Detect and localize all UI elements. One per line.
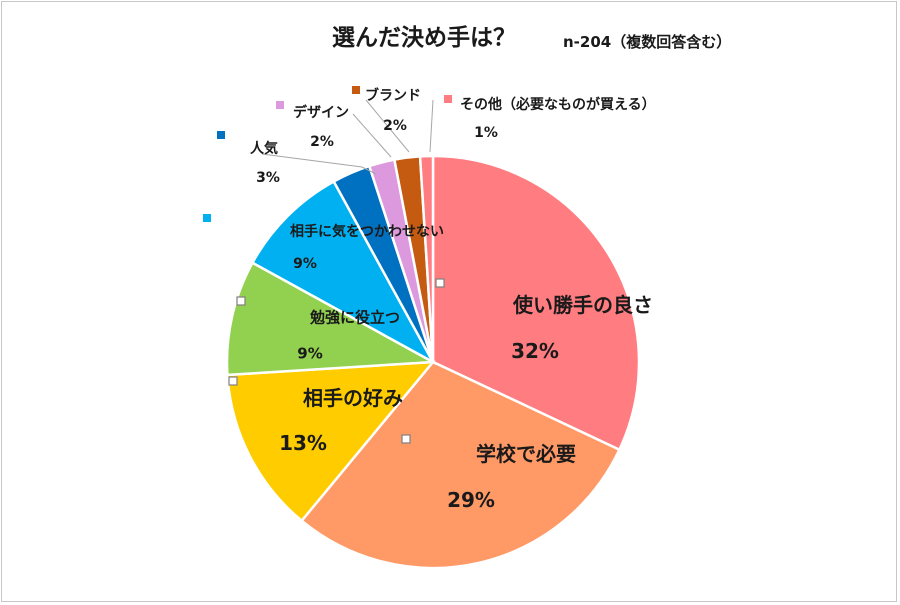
- leader-line-design: [352, 113, 392, 158]
- leader-line-brand: [365, 99, 410, 153]
- slice-percent-study: 9%: [297, 344, 322, 362]
- slice-percent-brand: 2%: [383, 118, 407, 134]
- pie-slice-not-burdening: [250, 179, 437, 366]
- slice-percent-other: 1%: [474, 125, 498, 141]
- slice-percent-usability: 32%: [511, 339, 559, 363]
- slice-label-other: その他（必要なものが買える）: [460, 96, 656, 113]
- slice-label-popular: 人気: [250, 140, 278, 157]
- legend-key-partner-taste: [228, 376, 238, 386]
- slice-labels: 使い勝手の良さ 32% 学校で必要 29% 相手の好み 13% 勉強に役立つ 9% 相手に気をつ…: [203, 86, 656, 512]
- pie-slice-other: [418, 154, 435, 363]
- legend-key-not-burdening: [203, 214, 211, 222]
- pie-slice-school: [299, 360, 622, 570]
- sample-size-note: n-204（複数回答含む）: [563, 33, 731, 51]
- legend-key-brand: [352, 86, 360, 94]
- slice-percent-partner-taste: 13%: [279, 431, 327, 455]
- legend-key-school: [401, 434, 411, 444]
- legend-key-study: [236, 296, 246, 306]
- slice-percent-popular: 3%: [256, 170, 280, 186]
- slice-label-study: 勉強に役立つ: [309, 308, 400, 326]
- slice-label-school: 学校で必要: [476, 442, 576, 466]
- pie-slice-study: [225, 261, 438, 377]
- pie-slices: [225, 154, 641, 570]
- slice-percent-school: 29%: [447, 488, 495, 512]
- pie-slice-partner-taste: [226, 360, 436, 523]
- slice-label-brand: ブランド: [365, 87, 421, 104]
- pie-slice-usability: [431, 154, 641, 452]
- slice-percent-not-burdening: 9%: [293, 256, 317, 272]
- slice-label-usability: 使い勝手の良さ: [512, 293, 653, 317]
- slice-label-partner-taste: 相手の好み: [303, 386, 403, 410]
- legend-key-other: [444, 95, 452, 103]
- leader-line-other: [429, 99, 434, 153]
- slice-label-not-burdening: 相手に気をつかわせない: [290, 223, 444, 240]
- leader-lines: [261, 99, 434, 175]
- chart-title: 選んだ決め手は？: [332, 25, 516, 51]
- slice-percent-design: 2%: [310, 134, 334, 150]
- slice-label-design: デザイン: [293, 104, 349, 121]
- legend-key-popular: [217, 131, 225, 139]
- legend-key-design: [276, 101, 284, 109]
- leader-line-popular: [261, 153, 377, 175]
- legend-key-usability: [435, 278, 445, 288]
